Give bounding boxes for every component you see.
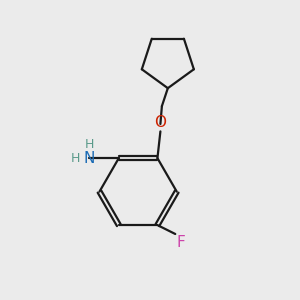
Text: H: H <box>84 138 94 151</box>
Text: O: O <box>154 115 166 130</box>
Text: N: N <box>83 151 95 166</box>
Text: F: F <box>177 236 185 250</box>
Text: H: H <box>71 152 80 165</box>
